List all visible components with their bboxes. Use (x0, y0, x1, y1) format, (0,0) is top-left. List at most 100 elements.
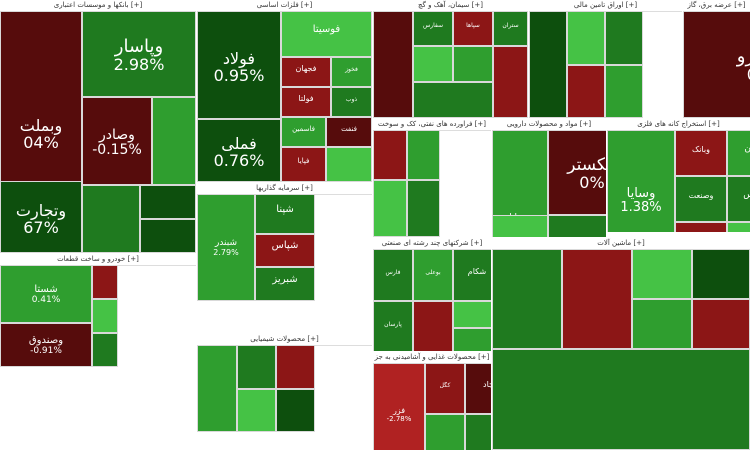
symbol-tile[interactable] (152, 97, 196, 185)
symbol-tile[interactable]: فنفت (326, 117, 372, 147)
sector-auto: خودرو و ساخت قطعات [+] شستا 0.41% وصندوق -0… (0, 254, 196, 450)
symbol-name: فزر (392, 406, 406, 415)
symbol-tile[interactable]: فپایا (281, 147, 326, 182)
symbol-tile[interactable] (548, 215, 606, 237)
symbol-tile[interactable]: خکستر0% (548, 130, 606, 215)
symbol-tile[interactable] (92, 265, 118, 299)
symbol-percent: -0.15% (92, 142, 142, 158)
symbol-tile[interactable] (326, 147, 372, 182)
symbol-tile[interactable] (692, 299, 750, 349)
symbol-tile[interactable]: وبهان (727, 130, 750, 176)
symbol-name: شکام (467, 267, 487, 276)
symbol-tile[interactable]: فجهان (281, 57, 331, 87)
symbol-tile[interactable]: شبندر 2.79% (197, 194, 255, 301)
symbol-tile[interactable] (237, 389, 276, 432)
symbol-tile[interactable] (92, 333, 118, 367)
symbol-tile[interactable] (692, 249, 750, 299)
symbol-tile[interactable]: وصادر -0.15% (82, 97, 152, 185)
symbol-tile[interactable] (632, 249, 692, 299)
symbol-tile[interactable] (492, 249, 562, 349)
symbol-percent: 0% (579, 173, 605, 192)
symbol-tile[interactable] (237, 345, 276, 389)
symbol-tile[interactable] (373, 180, 407, 237)
symbol-tile[interactable] (567, 11, 605, 65)
symbol-name: سفارس (422, 22, 444, 29)
symbol-tile[interactable]: ذوب (331, 87, 372, 117)
symbol-tile[interactable]: شکام (453, 249, 491, 301)
symbol-tile[interactable]: فوسیتا (281, 11, 372, 57)
symbol-name: شستا (34, 284, 58, 295)
symbol-tile[interactable] (140, 219, 196, 253)
symbol-tile[interactable] (373, 130, 407, 180)
symbol-tile[interactable]: ستران (493, 11, 528, 46)
symbol-tile[interactable] (465, 414, 491, 450)
symbol-tile[interactable] (276, 389, 315, 432)
symbol-name: وصنعت (688, 191, 714, 200)
symbol-name: وصادر (99, 127, 135, 143)
symbol-tile[interactable]: وتوس (727, 176, 750, 222)
symbol-tile[interactable] (493, 46, 528, 118)
symbol-tile[interactable] (197, 345, 237, 432)
symbol-tile[interactable]: خودرو% (492, 215, 548, 237)
symbol-tile[interactable] (140, 185, 196, 219)
symbol-tile[interactable]: فزر -2.78% (373, 363, 425, 450)
symbol-tile[interactable]: کچاد (465, 363, 491, 414)
symbol-percent: -0.91% (30, 346, 62, 356)
symbol-tile[interactable]: وصنعت (675, 176, 727, 222)
symbol-tile[interactable] (82, 185, 140, 253)
symbol-tile[interactable]: فخوز (331, 57, 372, 87)
symbol-tile[interactable] (562, 249, 632, 349)
symbol-tile[interactable] (276, 345, 315, 389)
symbol-tile[interactable] (567, 65, 605, 118)
symbol-name: فجهان (295, 64, 317, 73)
symbol-tile[interactable]: فولاد 0.95% (197, 11, 281, 119)
symbol-tile[interactable] (727, 222, 750, 232)
symbol-tile[interactable] (632, 299, 692, 349)
symbol-tile[interactable]: فملی 0.76% (197, 119, 281, 182)
symbol-tile[interactable] (453, 328, 491, 351)
symbol-tile[interactable] (453, 46, 493, 82)
symbol-tile[interactable] (675, 222, 727, 232)
symbol-percent: 2.98% (113, 55, 165, 74)
symbol-tile[interactable]: وبانک (675, 130, 727, 176)
symbol-tile[interactable] (413, 46, 453, 82)
symbol-tile[interactable]: شپنا (255, 194, 315, 234)
symbol-tile[interactable]: وپاسار 2.98% (82, 11, 196, 97)
symbol-tile[interactable]: وتجارت 67% (0, 181, 82, 253)
symbol-percent: 1.38% (620, 200, 662, 215)
symbol-name: فخوز (345, 66, 358, 73)
symbol-tile[interactable]: سپاها (453, 11, 493, 46)
symbol-tile[interactable]: شستا 0.41% (0, 265, 92, 323)
symbol-tile[interactable]: وصندوق -0.91% (0, 323, 92, 367)
symbol-tile[interactable] (407, 180, 440, 237)
sector-gas: عرضه برق، گاز [+] عسرو0% (683, 0, 750, 118)
symbol-tile[interactable] (373, 11, 413, 118)
symbol-tile[interactable] (605, 11, 643, 65)
symbol-tile[interactable]: عسرو0% (683, 11, 750, 118)
symbol-tile[interactable] (605, 65, 643, 118)
symbol-tile[interactable]: شبریز (255, 267, 315, 301)
symbol-tile[interactable] (453, 301, 491, 328)
symbol-tile[interactable]: پارسان (373, 301, 413, 351)
symbol-tile[interactable]: فولتا (281, 87, 331, 117)
symbol-tile[interactable]: وسایا 1.38% (607, 130, 675, 232)
symbol-percent: -2.78% (386, 415, 412, 423)
symbol-tile[interactable] (529, 11, 567, 118)
symbol-tile[interactable] (407, 130, 440, 180)
symbol-tile[interactable]: کگل (425, 363, 465, 414)
symbol-tile[interactable]: سفارس (413, 11, 453, 46)
symbol-tile[interactable]: فارس (373, 249, 413, 301)
symbol-tile[interactable] (425, 414, 465, 450)
symbol-tile[interactable] (492, 349, 750, 450)
symbol-tile[interactable] (92, 299, 118, 333)
symbol-name: فولتا (298, 94, 314, 103)
symbol-name: وتوس (728, 190, 750, 200)
symbol-tile[interactable]: شپاس (255, 234, 315, 267)
symbol-tile[interactable]: فاسمین (281, 117, 326, 147)
symbol-tile[interactable]: بوعلی (413, 249, 453, 301)
symbol-name: وبملت (19, 116, 63, 135)
symbol-tile[interactable] (413, 301, 453, 351)
symbol-tile[interactable] (413, 82, 493, 118)
symbol-name: وپاسار (114, 36, 164, 57)
